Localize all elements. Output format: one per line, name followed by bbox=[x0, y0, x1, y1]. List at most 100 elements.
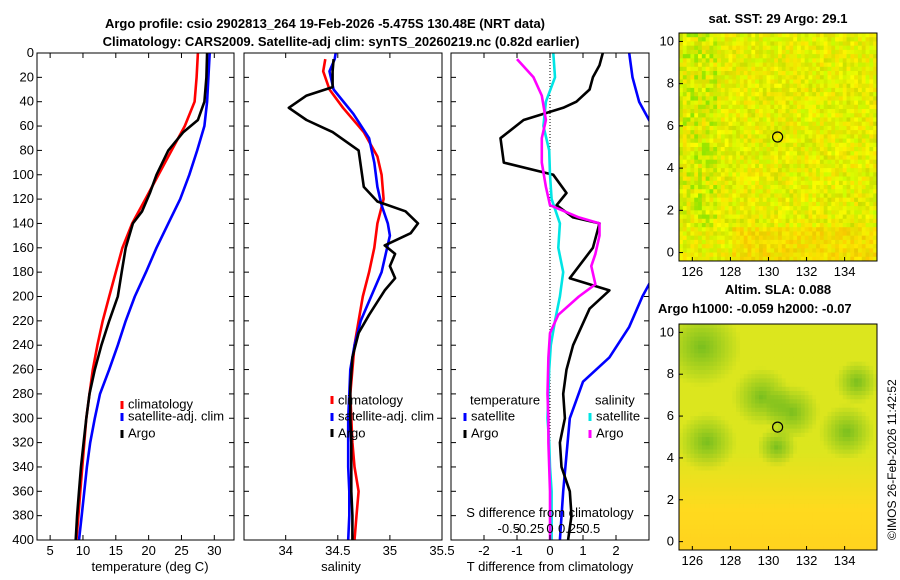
map-cell bbox=[850, 117, 855, 123]
map-cell bbox=[857, 416, 863, 421]
map-cell bbox=[846, 235, 851, 241]
map-cell bbox=[789, 193, 794, 199]
map-cell bbox=[823, 445, 828, 450]
map-cell bbox=[709, 370, 714, 375]
depth-tick-label: 200 bbox=[12, 289, 34, 304]
map-cell bbox=[758, 210, 764, 215]
map-cell bbox=[865, 382, 870, 388]
map-cell bbox=[850, 134, 855, 139]
map-cell bbox=[679, 206, 684, 211]
map-cell bbox=[686, 424, 691, 430]
map-cell bbox=[751, 185, 756, 190]
map-cell bbox=[865, 340, 870, 346]
map-cell bbox=[717, 83, 722, 89]
map-cell bbox=[736, 159, 741, 165]
map-cell bbox=[831, 395, 836, 400]
map-cell bbox=[709, 416, 714, 421]
map-cell bbox=[812, 189, 817, 194]
lon-tick-label: 132 bbox=[796, 264, 818, 279]
map-cell bbox=[679, 180, 684, 186]
map-cell bbox=[827, 121, 832, 127]
map-cell bbox=[785, 344, 790, 350]
map-cell bbox=[682, 113, 688, 118]
map-cell bbox=[869, 172, 874, 177]
map-cell bbox=[781, 365, 787, 371]
map-cell bbox=[679, 79, 684, 85]
map-cell bbox=[694, 62, 699, 68]
map-cell bbox=[800, 390, 806, 396]
map-cell bbox=[823, 441, 828, 446]
map-cell bbox=[861, 399, 866, 404]
map-cell bbox=[717, 365, 722, 371]
map-cell bbox=[785, 231, 790, 237]
map-cell bbox=[827, 252, 832, 258]
map-cell bbox=[755, 180, 760, 186]
map-cell bbox=[804, 172, 809, 177]
map-cell bbox=[857, 100, 863, 106]
map-cell bbox=[869, 382, 874, 388]
map-cell bbox=[701, 180, 707, 186]
map-cell bbox=[774, 180, 779, 186]
map-cell bbox=[686, 445, 691, 450]
map-cell bbox=[827, 134, 832, 139]
map-cell bbox=[854, 256, 859, 261]
map-cell bbox=[835, 357, 840, 363]
map-cell bbox=[770, 390, 775, 396]
map-cell bbox=[823, 176, 828, 182]
map-cell bbox=[736, 336, 741, 342]
map-cell bbox=[842, 75, 847, 80]
map-cell bbox=[698, 365, 703, 371]
map-cell bbox=[838, 395, 844, 400]
map-cell bbox=[873, 399, 877, 404]
map-cell bbox=[857, 227, 863, 232]
map-cell bbox=[835, 117, 840, 123]
map-cell bbox=[838, 189, 844, 194]
map-cell bbox=[751, 248, 756, 253]
map-cell bbox=[819, 79, 825, 85]
map-cell bbox=[808, 378, 813, 383]
map-cell bbox=[743, 197, 748, 203]
map-cell bbox=[698, 185, 703, 190]
map-cell bbox=[724, 252, 729, 258]
depth-tick-label: 400 bbox=[12, 532, 34, 547]
map-cell bbox=[751, 71, 756, 76]
map-cell bbox=[747, 104, 752, 110]
map-cell bbox=[758, 83, 764, 89]
map-cell bbox=[766, 37, 771, 42]
map-cell bbox=[846, 147, 851, 152]
map-cell bbox=[717, 147, 722, 152]
map-cell bbox=[766, 470, 771, 476]
map-cell bbox=[728, 71, 733, 76]
map-cell bbox=[694, 214, 699, 220]
map-cell bbox=[785, 138, 790, 144]
map-cell bbox=[873, 357, 877, 363]
map-cell bbox=[835, 134, 840, 139]
map-cell bbox=[770, 75, 775, 80]
map-cell bbox=[720, 189, 726, 194]
map-cell bbox=[827, 411, 832, 417]
map-cell bbox=[709, 223, 714, 228]
map-cell bbox=[797, 370, 802, 375]
map-cell bbox=[766, 210, 771, 215]
map-cell bbox=[770, 87, 775, 93]
map-cell bbox=[812, 256, 817, 261]
map-cell bbox=[838, 449, 844, 455]
map-cell bbox=[850, 357, 855, 363]
map-cell bbox=[713, 193, 718, 199]
map-cell bbox=[850, 100, 855, 106]
map-cell bbox=[861, 437, 866, 442]
map-cell bbox=[831, 45, 836, 51]
map-cell bbox=[724, 159, 729, 165]
map-cell bbox=[816, 168, 821, 173]
map-cell bbox=[743, 210, 748, 215]
map-cell bbox=[873, 386, 877, 392]
map-cell bbox=[751, 201, 756, 207]
map-cell bbox=[755, 248, 760, 253]
map-cell bbox=[724, 382, 729, 388]
sst-field bbox=[679, 33, 877, 261]
map-cell bbox=[758, 428, 764, 434]
map-cell bbox=[736, 117, 741, 123]
map-cell bbox=[819, 83, 825, 89]
map-cell bbox=[789, 58, 794, 63]
map-cell bbox=[857, 163, 863, 169]
